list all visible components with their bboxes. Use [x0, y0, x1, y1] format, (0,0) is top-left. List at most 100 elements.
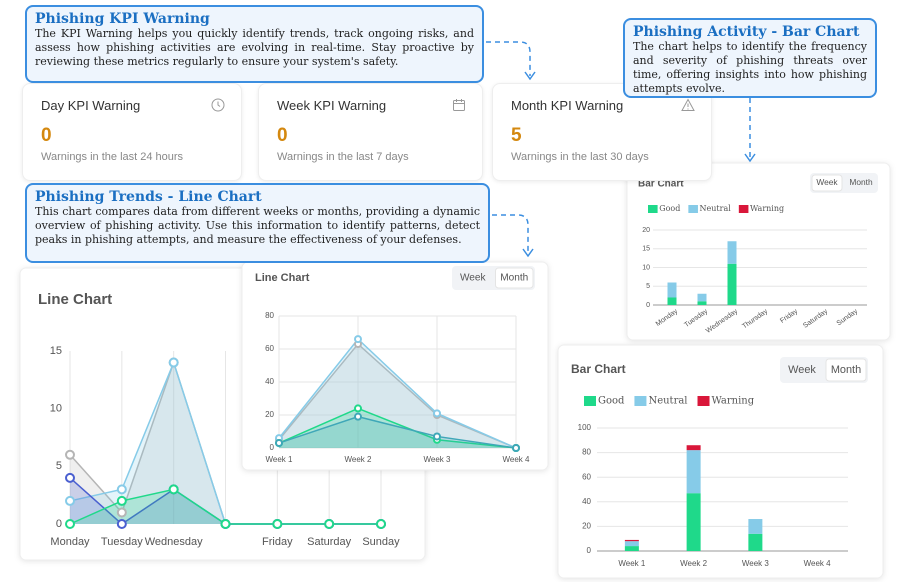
- legend-label: Neutral: [700, 204, 732, 213]
- chart-title: Line Chart: [38, 291, 112, 308]
- y-tick-label: 100: [578, 423, 592, 432]
- legend-swatch: [648, 205, 658, 213]
- clock-icon: [211, 98, 225, 112]
- y-tick-label: 80: [582, 448, 591, 457]
- callout-title: Phishing Activity - Bar Chart: [633, 24, 860, 40]
- x-tick-label: Monday: [50, 536, 90, 548]
- area-fill: [70, 362, 381, 524]
- x-tick-label: Sunday: [362, 536, 400, 548]
- y-tick-label: 0: [56, 518, 62, 530]
- point: [168, 484, 179, 495]
- point: [354, 404, 362, 413]
- y-tick-label: 40: [582, 497, 591, 506]
- bar-segment: [686, 450, 701, 494]
- x-tick-label: Week 4: [804, 559, 832, 568]
- point: [65, 472, 75, 483]
- point: [65, 519, 75, 529]
- kpi-value: 5: [511, 125, 522, 146]
- callout: Phishing Activity - Bar Chart The chart …: [623, 18, 877, 98]
- legend-swatch: [688, 205, 698, 213]
- point: [116, 507, 127, 518]
- x-tick-label: Tuesday: [101, 536, 143, 548]
- kpi-subtitle: Warnings in the last 30 days: [511, 151, 649, 163]
- toggle-button[interactable]: Month: [500, 273, 528, 284]
- kpi-title: Week KPI Warning: [277, 98, 387, 113]
- point: [116, 519, 127, 529]
- callout-text: This chart compares data from different …: [35, 205, 480, 246]
- toggle-button[interactable]: Month: [831, 364, 861, 376]
- y-tick-label: 15: [642, 246, 650, 253]
- x-tick-label: Saturday: [307, 536, 352, 548]
- line: [278, 342, 517, 449]
- point: [220, 519, 231, 529]
- kpi-subtitle: Warnings in the last 7 days: [277, 151, 409, 163]
- line: [278, 415, 517, 449]
- area-fill: [279, 344, 516, 448]
- legend-label: Good: [659, 204, 680, 213]
- x-tick-label: Week 2: [680, 559, 708, 568]
- point: [275, 439, 283, 448]
- toggle-button[interactable]: Week: [788, 364, 816, 376]
- point: [433, 432, 441, 441]
- point: [376, 519, 386, 529]
- point: [116, 484, 127, 495]
- calendar-icon: [453, 99, 465, 111]
- x-tick-label: Wednesday: [145, 536, 203, 548]
- kpi-card: Month KPI Warning 5 Warnings in the last…: [492, 83, 712, 181]
- chart-title: Bar Chart: [571, 362, 626, 376]
- y-tick-label: 0: [270, 443, 275, 452]
- toggle-button[interactable]: Month: [849, 177, 873, 187]
- kpi-card: Day KPI Warning 0 Warnings in the last 2…: [22, 83, 242, 181]
- point: [116, 495, 127, 506]
- bar-segment: [727, 241, 737, 264]
- toggle-active: [495, 267, 534, 289]
- y-tick-label: 0: [587, 546, 592, 555]
- point: [272, 519, 283, 529]
- bar-segment: [624, 539, 639, 542]
- x-tick-label: Week 4: [503, 455, 531, 464]
- y-tick-label: 60: [265, 344, 274, 353]
- bar-segment: [624, 546, 639, 551]
- toggle-active: [811, 174, 843, 192]
- callout-title: Phishing Trends - Line Chart: [35, 189, 262, 205]
- kpi-title: Day KPI Warning: [41, 98, 141, 113]
- warning-icon: [681, 98, 695, 111]
- area-fill: [279, 416, 516, 448]
- arrow-head: [522, 248, 534, 258]
- y-tick-label: 20: [642, 227, 650, 234]
- bar-segment: [697, 301, 707, 305]
- area-fill: [279, 408, 516, 448]
- area-fill: [70, 477, 381, 524]
- legend-label: Warning: [712, 396, 755, 407]
- dashed-arrow: [492, 214, 529, 252]
- bar-segment: [727, 263, 737, 305]
- y-tick-label: 20: [582, 522, 591, 531]
- x-tick-label: Week 1: [618, 559, 646, 568]
- kpi-value: 0: [277, 125, 288, 146]
- kpi-title: Month KPI Warning: [511, 98, 624, 113]
- bar-segment: [686, 493, 701, 551]
- point: [65, 449, 75, 460]
- line: [278, 337, 517, 449]
- callout-title: Phishing KPI Warning: [35, 11, 210, 27]
- x-tick-label: Week 3: [742, 559, 770, 568]
- y-tick-label: 10: [50, 403, 62, 415]
- x-tick-label: Week 1: [266, 455, 294, 464]
- toggle-button[interactable]: Week: [816, 177, 838, 187]
- kpi-subtitle: Warnings in the last 24 hours: [41, 151, 184, 163]
- y-tick-label: 10: [642, 264, 650, 271]
- toggle-button[interactable]: Week: [460, 273, 487, 284]
- y-tick-label: 60: [582, 472, 591, 481]
- legend-swatch: [634, 396, 647, 406]
- bar-segment: [697, 293, 707, 302]
- point: [65, 495, 75, 506]
- y-tick-label: 20: [265, 410, 274, 419]
- y-tick-label: 15: [50, 345, 62, 357]
- arrow-head: [524, 71, 536, 81]
- legend-swatch: [697, 396, 710, 406]
- y-tick-label: 40: [265, 377, 274, 386]
